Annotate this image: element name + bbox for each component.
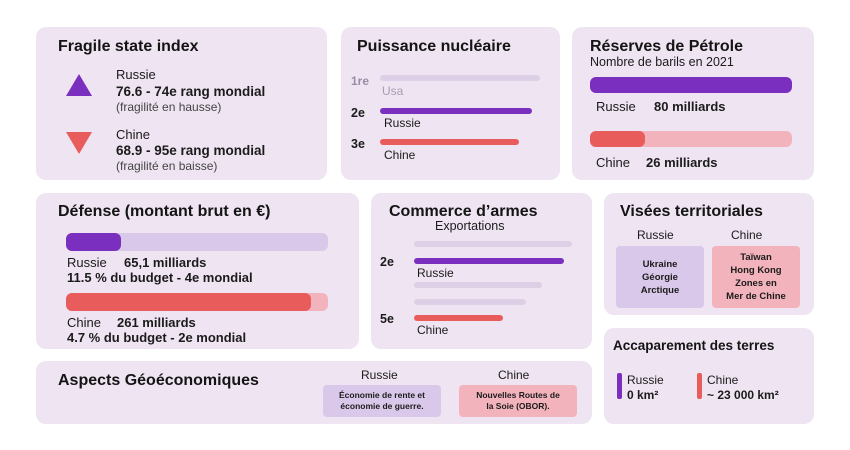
oil-bar-china (590, 131, 645, 147)
defense-china-amount: 261 milliards (117, 315, 196, 330)
defense-bar-russia (66, 233, 121, 251)
nuclear-card: Puissance nucléaire 1re Usa 2e Russie 3e… (341, 27, 560, 180)
defense-china-detail: 4.7 % du budget - 2e mondial (67, 330, 247, 345)
defense-russia-country: Russie (67, 255, 107, 270)
territorial-russia-item: Arctique (640, 284, 680, 296)
territorial-russia-chip: Ukraine Géorgie Arctique (616, 246, 704, 308)
defense-russia-amount: 65,1 milliards (124, 255, 207, 270)
territorial-china-item: Hong Kong (730, 265, 782, 276)
nuclear-bar-china (380, 139, 519, 145)
nuclear-country-russia: Russie (384, 116, 421, 130)
territorial-russia-header: Russie (637, 228, 674, 242)
oil-russia-amount: 80 milliards (654, 99, 726, 114)
arms-russia-country: Russie (417, 266, 454, 280)
fragile-russia-country: Russie (116, 67, 156, 82)
defense-card: Défense (montant brut en €) Russie 65,1 … (36, 193, 359, 349)
defense-china-country: Chine (67, 315, 101, 330)
oil-title: Réserves de Pétrole (590, 38, 743, 55)
oil-subtitle: Nombre de barils en 2021 (590, 55, 734, 69)
arms-bar-empty-3 (414, 299, 526, 305)
arms-china-country: Chine (417, 323, 449, 337)
land-marker-china (697, 373, 702, 399)
oil-china-country: Chine (596, 155, 630, 170)
land-russia-country: Russie (627, 373, 664, 387)
land-marker-russia (617, 373, 622, 399)
geo-russia-header: Russie (361, 368, 398, 382)
territorial-russia-item: Géorgie (642, 271, 678, 283)
defense-russia-detail: 11.5 % du budget - 4e mondial (67, 270, 253, 285)
geo-china-text-2: la Soie (OBOR). (486, 401, 550, 411)
arms-russia-rank: 2e (380, 255, 394, 269)
geo-russia-text-2: économie de guerre. (340, 401, 424, 411)
geo-russia-text-1: Économie de rente et (339, 390, 425, 400)
land-russia-amount: 0 km² (627, 388, 659, 402)
nuclear-country-china: Chine (384, 148, 416, 162)
arms-bar-china (414, 315, 503, 321)
land-china-country: Chine (707, 373, 739, 387)
territorial-china-item: Taïwan (740, 252, 772, 263)
territorial-china-item: Zones en (735, 278, 777, 289)
arms-china-rank: 5e (380, 312, 394, 326)
nuclear-country-usa: Usa (382, 84, 404, 98)
nuclear-rank-1: 1re (351, 74, 370, 88)
defense-track-russia (66, 233, 328, 251)
oil-card: Réserves de Pétrole Nombre de barils en … (572, 27, 814, 180)
oil-bar-russia (590, 77, 792, 93)
arms-bar-russia (414, 258, 564, 264)
fragile-russia-note: (fragilité en hausse) (116, 100, 222, 114)
territorial-china-header: Chine (731, 228, 763, 242)
geo-china-header: Chine (498, 368, 530, 382)
oil-china-amount: 26 milliards (646, 155, 718, 170)
fragile-china-note: (fragilité en baisse) (116, 159, 218, 173)
land-title: Accaparement des terres (613, 338, 775, 353)
fragile-state-title: Fragile state index (58, 38, 199, 55)
territorial-card: Visées territoriales Russie Chine Ukrain… (604, 193, 814, 315)
territorial-china-chip: Taïwan Hong Kong Zones en Mer de Chine (712, 246, 800, 308)
nuclear-rank-2: 2e (351, 106, 365, 120)
nuclear-rank-3: 3e (351, 137, 365, 151)
geo-china-chip: Nouvelles Routes de la Soie (OBOR). (459, 385, 577, 417)
fragile-china-value: 68.9 - 95e rang mondial (116, 143, 266, 158)
defense-title: Défense (montant brut en €) (58, 203, 271, 220)
arms-card: Commerce d’armes Exportations 2e Russie … (371, 193, 592, 349)
fragile-russia-value: 76.6 - 74e rang mondial (116, 84, 266, 99)
land-card: Accaparement des terres Russie 0 km² Chi… (604, 328, 814, 424)
geo-title: Aspects Géoéconomiques (58, 372, 259, 389)
fragile-state-card: Fragile state index Russie 76.6 - 74e ra… (36, 27, 327, 180)
defense-bar-china (66, 293, 311, 311)
triangle-down-icon (66, 132, 92, 154)
territorial-china-item: Mer de Chine (726, 291, 786, 302)
nuclear-bar-usa (380, 75, 540, 81)
arms-bar-empty-2 (414, 282, 542, 288)
nuclear-title: Puissance nucléaire (357, 38, 511, 55)
geo-china-text-1: Nouvelles Routes de (476, 390, 560, 400)
fragile-china-country: Chine (116, 127, 150, 142)
oil-russia-country: Russie (596, 99, 636, 114)
triangle-up-icon (66, 74, 92, 96)
arms-bar-empty-1 (414, 241, 572, 247)
arms-title: Commerce d’armes (389, 203, 538, 220)
geo-card: Aspects Géoéconomiques Russie Chine Écon… (36, 361, 592, 424)
nuclear-bar-russia (380, 108, 532, 114)
territorial-title: Visées territoriales (620, 203, 763, 220)
arms-subtitle: Exportations (435, 219, 505, 233)
geo-russia-chip: Économie de rente et économie de guerre. (323, 385, 441, 417)
land-china-amount: ~ 23 000 km² (707, 388, 779, 402)
territorial-russia-item: Ukraine (642, 258, 678, 270)
